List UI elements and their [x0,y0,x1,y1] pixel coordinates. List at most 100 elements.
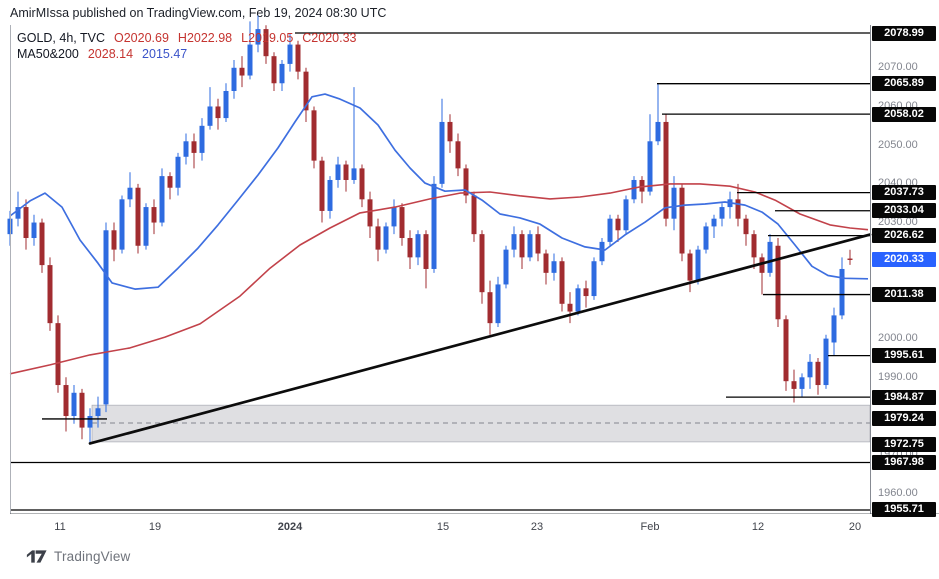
candle-body [567,303,573,312]
candle-body [151,207,157,223]
candle-body [719,207,725,219]
candle-body [15,207,21,219]
ma-red-value: 2028.14 [87,47,134,61]
ma200-line [9,183,869,375]
price-level-badge: 1979.24 [872,411,936,427]
candle [743,214,749,246]
candle-body [367,199,373,227]
candles-layer[interactable] [7,15,853,444]
candle-body [847,258,853,260]
candle [847,249,853,265]
candle-body [271,56,277,84]
candle [23,199,29,250]
candle-body [343,164,349,180]
candle-body [671,187,677,219]
candle-body [543,253,549,273]
candle-body [631,179,637,200]
candle [295,40,301,80]
candle-body [823,338,829,386]
candle-body [383,226,389,250]
candle [111,222,117,262]
candle-body [415,234,421,258]
trendline[interactable] [88,233,872,445]
price-axis[interactable]: 2070.002060.002050.002040.002030.002010.… [870,0,939,545]
candle-body [63,385,69,416]
price-level-badge: 1972.75 [872,436,936,452]
tradingview-watermark[interactable]: TradingView [26,549,131,564]
candle [463,164,469,204]
candle-body [583,288,589,297]
candle-body [159,176,165,223]
candle-body [591,261,597,297]
price-level-badge: 1955.71 [872,502,936,518]
candle-body [191,141,197,153]
candle [815,357,821,395]
candle [447,114,453,153]
candle-body [55,323,61,386]
candle [391,199,397,235]
candle [31,214,37,246]
time-tick-label: 12 [751,521,765,533]
tradingview-logo-icon [26,550,47,563]
candle-body [199,125,205,153]
price-level-badge: 2065.89 [872,76,936,92]
candle [255,15,261,53]
candle-body [623,199,629,231]
candle [207,87,213,130]
candle [279,60,285,91]
candle-body [175,156,181,188]
time-tick-label: 2024 [277,521,303,533]
candle-body [551,261,557,273]
candle [263,25,269,64]
ma50-line [9,93,869,290]
time-tick-label: 19 [148,521,162,533]
candle-body [47,265,53,324]
candle-body [495,284,501,324]
candle [783,315,789,391]
candle [383,222,389,254]
candle [95,396,101,428]
candle [431,176,437,273]
candle-body [831,315,837,343]
candle-body [223,90,229,119]
candle-body [167,176,173,188]
candle-body [711,218,717,227]
candle-body [775,245,781,320]
ma-study-title: MA50&200 [17,47,79,61]
candle [119,195,125,254]
candle-body [735,199,741,219]
candle-body [663,121,669,219]
candle-body [319,160,325,211]
candle [223,83,229,122]
candle [655,83,661,146]
candle [823,334,829,389]
candle [767,234,773,277]
candle [159,168,165,227]
candle [127,172,133,208]
candle-body [31,222,37,239]
candle [575,284,581,316]
price-level-badge: 2058.02 [872,106,936,122]
time-axis[interactable]: 11 19 2024 15 23 Feb 12 20 [0,514,939,545]
candle-body [791,381,797,389]
price-tick-label: 2000.00 [878,332,918,345]
price-tick-label: 2030.00 [878,216,918,229]
candle [711,214,717,239]
time-tick-label: 20 [848,521,862,533]
candle-body [375,226,381,250]
candle-body [327,179,333,211]
ohlc-high: H2022.98 [177,31,233,45]
candle [623,195,629,235]
candle-body [87,415,93,428]
price-tick-label: 1990.00 [878,370,918,383]
chart-legend[interactable]: GOLD, 4h, TVC O2020.69 H2022.98 L2019.05 C20… [17,30,357,62]
candle [239,56,245,88]
candle [831,307,837,356]
candle-body [359,168,365,200]
candle-body [303,71,309,111]
candle [71,385,77,424]
candle-body [239,67,245,76]
candle-body [751,234,757,258]
candle-body [655,121,661,142]
